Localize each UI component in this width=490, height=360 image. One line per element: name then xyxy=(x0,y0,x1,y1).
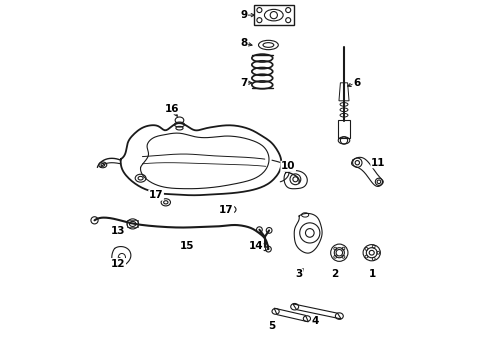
Text: 1: 1 xyxy=(369,269,376,279)
Text: 3: 3 xyxy=(295,269,303,279)
Text: 6: 6 xyxy=(353,78,360,88)
Text: 11: 11 xyxy=(371,158,386,168)
Text: 5: 5 xyxy=(269,321,275,331)
Text: 7: 7 xyxy=(240,78,247,88)
Text: 17: 17 xyxy=(149,190,163,200)
Text: 12: 12 xyxy=(111,258,125,269)
Text: 13: 13 xyxy=(111,226,125,236)
Text: 17: 17 xyxy=(219,204,234,215)
Text: 8: 8 xyxy=(240,38,247,48)
Text: 9: 9 xyxy=(241,10,247,20)
Bar xyxy=(127,220,139,227)
Text: 15: 15 xyxy=(180,240,195,251)
Bar xyxy=(338,120,350,138)
Text: 16: 16 xyxy=(165,104,179,114)
Text: 4: 4 xyxy=(312,316,319,326)
Text: 2: 2 xyxy=(331,269,338,279)
Text: 14: 14 xyxy=(248,240,263,251)
Text: 10: 10 xyxy=(281,161,295,171)
Bar xyxy=(254,5,294,25)
